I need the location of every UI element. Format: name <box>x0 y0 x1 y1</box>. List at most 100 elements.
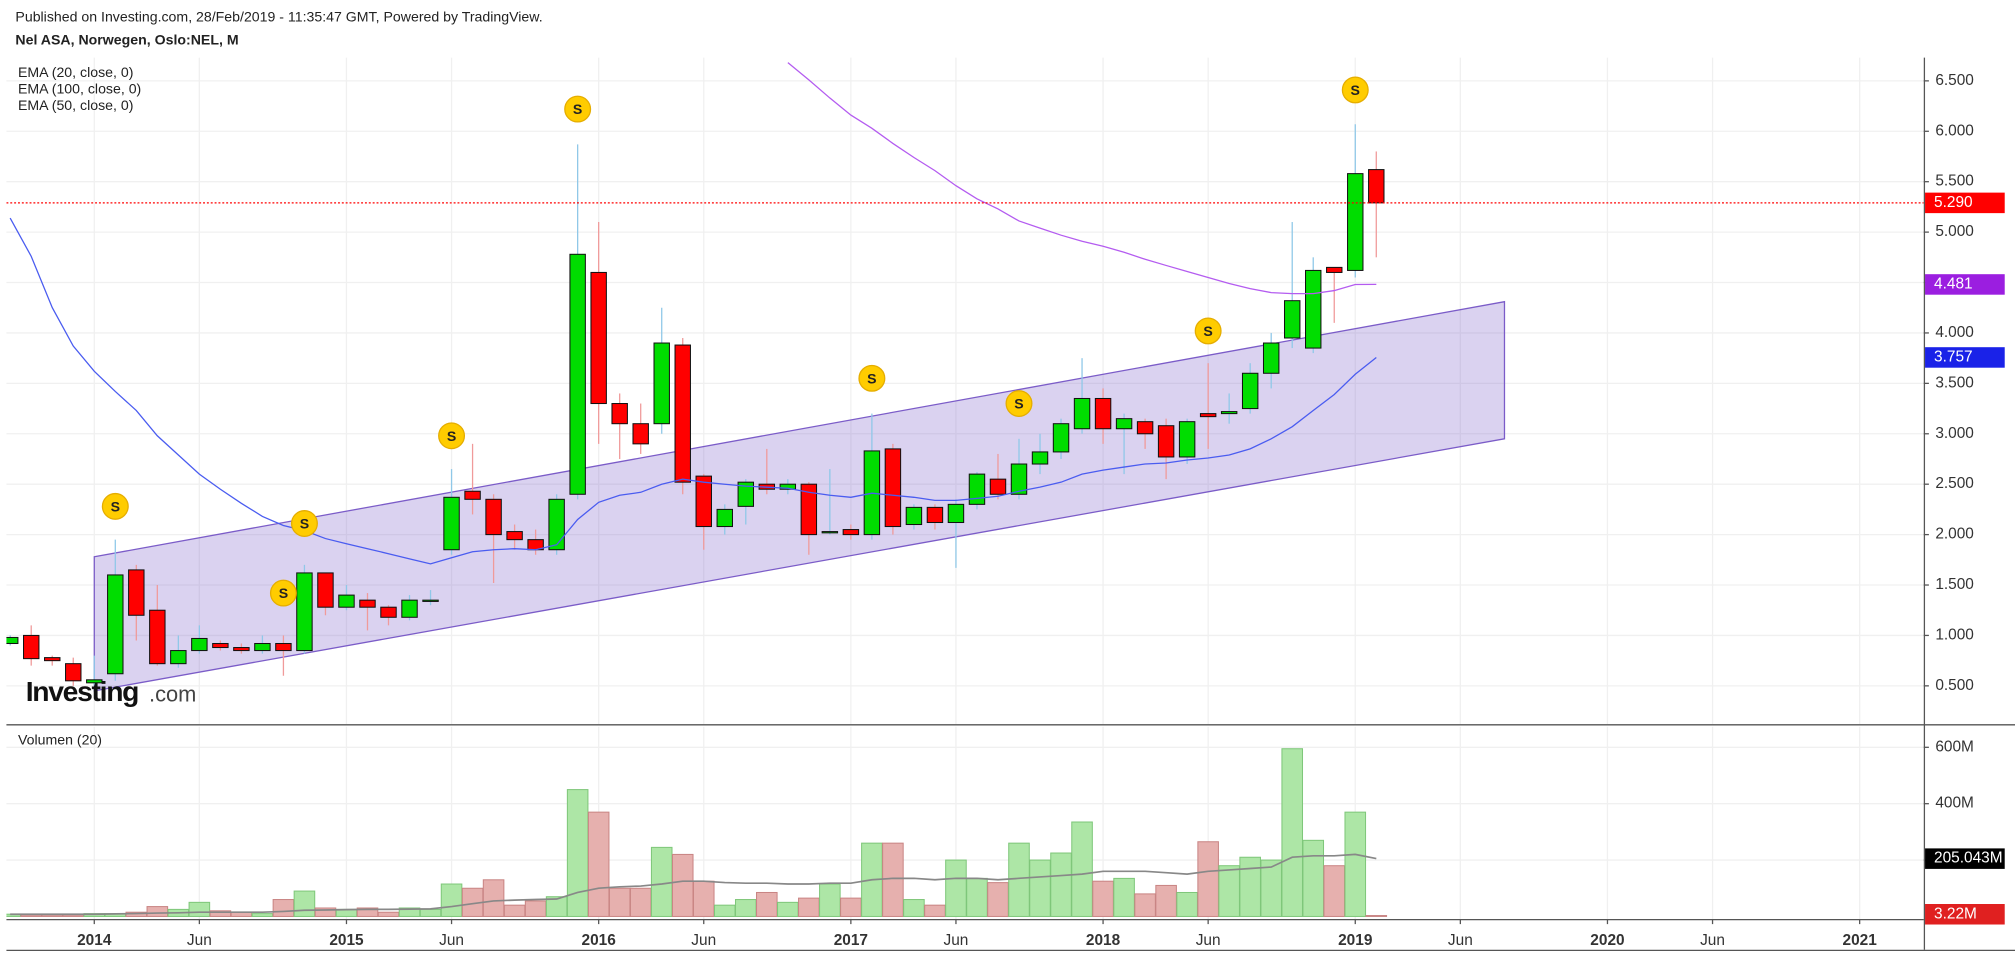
candle-body <box>506 531 523 541</box>
legend-item: EMA (50, close, 0) <box>18 97 133 113</box>
value-badge <box>1925 848 2005 869</box>
candle-body <box>569 253 586 495</box>
candle-body <box>359 599 376 608</box>
candle-body <box>23 634 40 660</box>
candle-body <box>1115 418 1133 430</box>
x-tick-label: 2016 <box>582 932 616 949</box>
candle-body <box>716 508 733 528</box>
volume-bar <box>966 877 988 917</box>
candle-body <box>1073 397 1091 430</box>
event-label: S <box>573 101 582 117</box>
candle-body <box>422 599 439 602</box>
candle-body <box>149 609 166 665</box>
volume-bar <box>272 899 295 917</box>
volume-bar <box>692 880 715 917</box>
candle-body <box>968 473 986 505</box>
y-tick-label: 3.000 <box>1935 425 1974 442</box>
candle-body <box>170 650 187 665</box>
candle-body <box>191 637 208 652</box>
candle-body <box>1199 413 1217 418</box>
y-tick-label: 6.000 <box>1935 122 1974 139</box>
candle-body <box>653 342 670 425</box>
value-badge <box>1925 192 2005 214</box>
event-label: S <box>279 585 288 601</box>
candle-body <box>1326 266 1343 273</box>
candle-body <box>1220 411 1238 415</box>
volume-bar <box>251 913 274 917</box>
ema-line <box>9 217 1377 565</box>
candle-body <box>1157 425 1175 458</box>
volume-bar <box>1176 891 1198 917</box>
volume-bar <box>1197 841 1219 917</box>
event-marker <box>269 579 297 607</box>
volume-bar <box>1323 865 1346 917</box>
y-tick-label: 3.500 <box>1935 374 1974 391</box>
published-note: Published on Investing.com, 28/Feb/2019 … <box>15 9 542 25</box>
volume-bar <box>503 904 526 917</box>
volume-bar <box>1260 859 1282 917</box>
volume-bar <box>924 904 946 917</box>
volume-bar <box>1344 811 1367 917</box>
volume-bar <box>524 900 547 917</box>
value-badge-label: 3.757 <box>1934 349 1973 366</box>
y-tick-label: 1.500 <box>1935 576 1974 593</box>
volume-bar <box>629 887 652 917</box>
volume-bar <box>819 883 841 917</box>
volume-bar <box>734 899 757 917</box>
volume-bar <box>987 882 1009 917</box>
candle-body <box>1368 169 1385 204</box>
candle-body <box>1283 300 1301 339</box>
overlay: 2014 Jun 2015 Jun 2016 Jun 2017 Jun 2018 Jun 2019 J… <box>77 72 2005 949</box>
x-tick-label: Jun <box>1196 932 1221 949</box>
x-tick-label: 2020 <box>1590 932 1624 949</box>
event-marker <box>858 364 886 392</box>
event-marker <box>1005 390 1033 417</box>
volume-bar <box>1092 880 1114 917</box>
candle-body <box>1178 421 1196 458</box>
candle-body <box>842 529 860 536</box>
value-badge <box>1925 904 2005 925</box>
candle-body <box>65 663 82 682</box>
candle-body <box>1052 423 1070 453</box>
x-tick-label: Jun <box>944 932 969 949</box>
channel <box>93 300 1506 692</box>
event-label: S <box>111 498 120 514</box>
y-tick-label: 600M <box>1935 738 1974 755</box>
candle-body <box>6 636 19 645</box>
candle-body <box>1347 173 1364 271</box>
event-marker <box>1341 76 1369 104</box>
x-tick-label: 2018 <box>1086 932 1121 949</box>
volume-bar <box>1155 884 1177 917</box>
candle-body <box>464 490 481 500</box>
value-badge-label: 3.22M <box>1934 905 1977 922</box>
legend-item: EMA (20, close, 0) <box>18 64 133 80</box>
volume-bar <box>293 890 316 917</box>
candle-body <box>548 498 565 551</box>
volume-bar <box>20 914 43 917</box>
volume-bar <box>41 914 64 917</box>
volume-ma-line <box>10 853 1377 916</box>
volume-bar <box>1029 859 1051 917</box>
volume-bar <box>798 897 820 917</box>
event-label: S <box>867 370 876 386</box>
x-tick-label: 2014 <box>77 932 112 949</box>
volume-bar <box>1218 865 1240 917</box>
y-tick-label: 5.500 <box>1935 173 1974 190</box>
volume-bar <box>671 853 694 917</box>
volume-bar <box>1302 839 1325 917</box>
volume-bar <box>440 883 463 917</box>
candle-body <box>485 498 502 536</box>
volume-bar <box>62 914 85 917</box>
event-label: S <box>1014 396 1023 412</box>
candle-body <box>737 481 755 507</box>
candle-body <box>590 271 607 405</box>
x-tick-label: 2021 <box>1843 932 1878 949</box>
value-badge-label: 205.043M <box>1934 850 2003 867</box>
volume-bar <box>1008 842 1030 917</box>
event-label: S <box>447 428 456 444</box>
candle-body <box>212 642 229 649</box>
ema-line <box>787 62 1377 295</box>
volume-bar <box>482 879 505 917</box>
candle-body <box>884 448 902 528</box>
